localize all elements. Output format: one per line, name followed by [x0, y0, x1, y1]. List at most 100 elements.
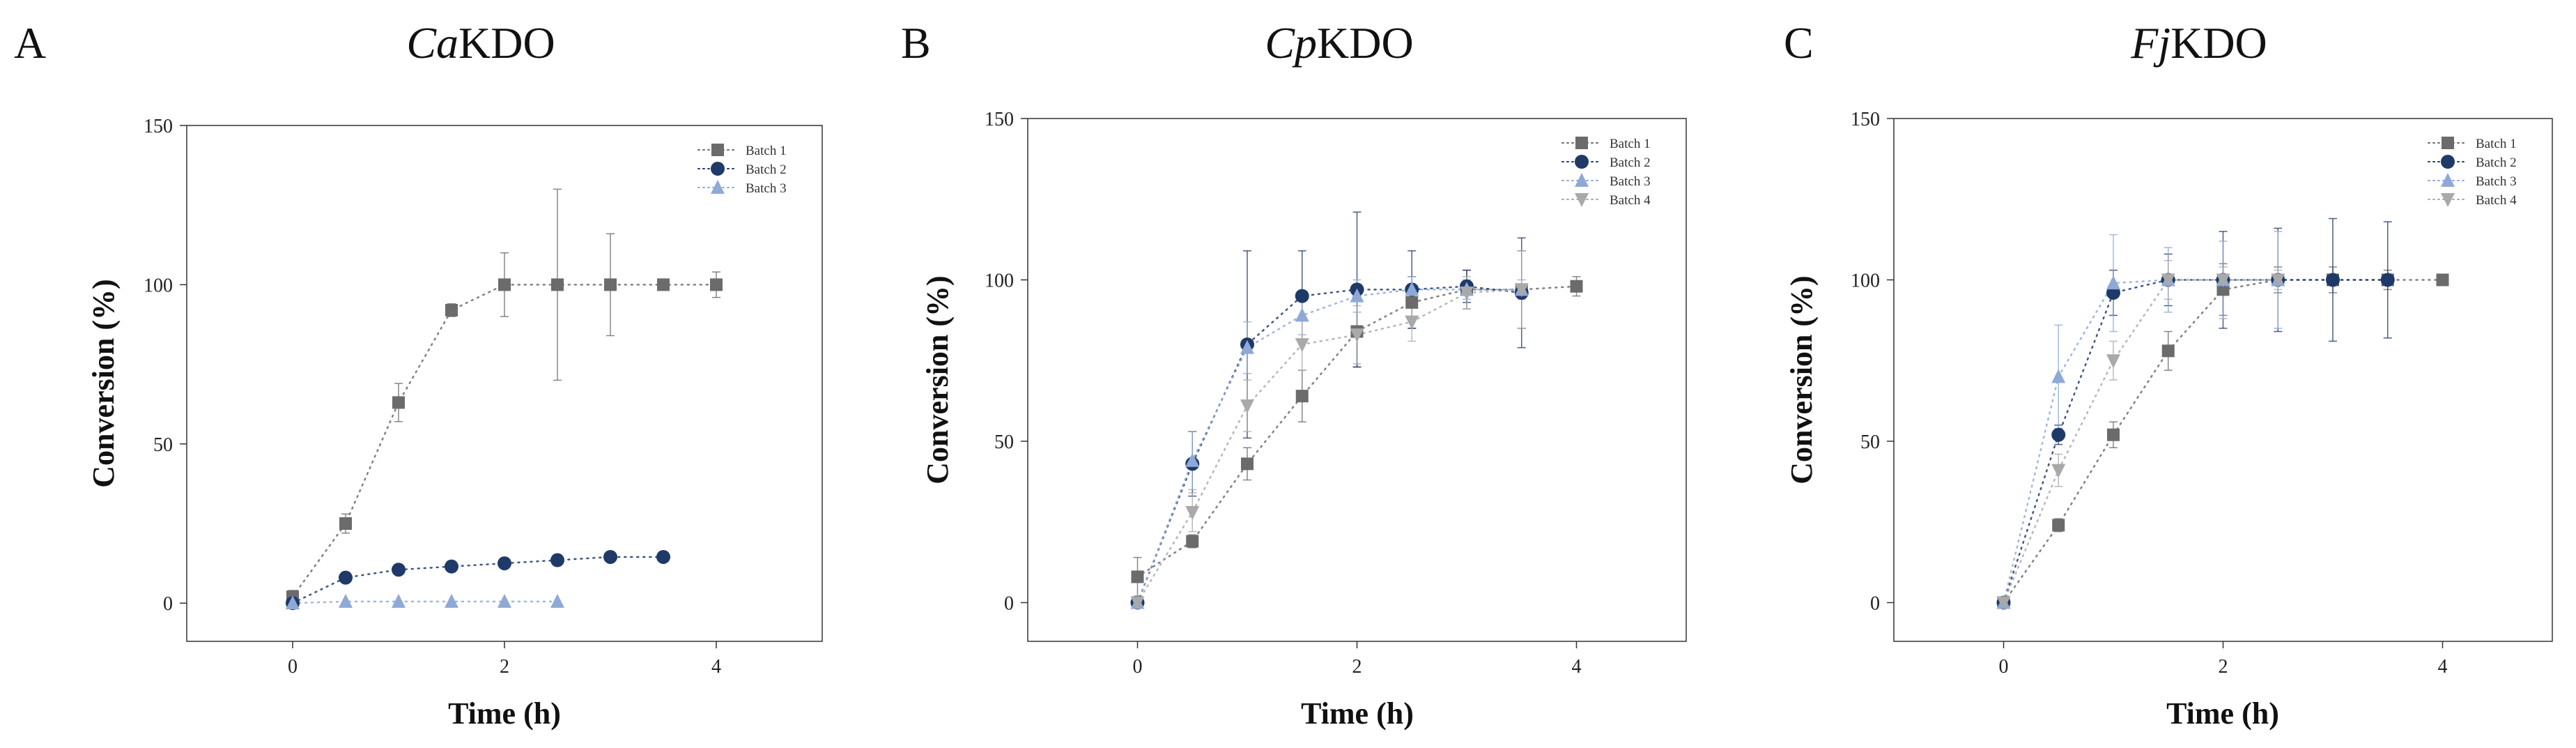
ticks-layer: 0 2 4 0 50 100 150: [985, 109, 1582, 678]
data-point: [1131, 570, 1144, 583]
y-axis-label: Conversion (%): [1784, 275, 1819, 484]
y-axis-label: Conversion (%): [86, 279, 121, 487]
x-tick-label: 0: [1133, 656, 1143, 678]
data-point: [498, 556, 511, 571]
series-line: [291, 284, 718, 598]
legend-marker: [711, 144, 724, 156]
series-line: [1136, 289, 1522, 604]
data-point: [2051, 369, 2066, 383]
panel-title-rest: KDO: [1317, 18, 1414, 68]
data-point: [604, 278, 617, 291]
data-point: [2216, 283, 2230, 296]
legend-marker: [2442, 137, 2454, 149]
legend: Batch 1 Batch 2 Batch 3: [697, 144, 787, 196]
y-tick-label: 50: [1860, 432, 1880, 453]
data-point: [498, 593, 511, 608]
panel-title: CaKDO: [406, 18, 555, 68]
data-point: [445, 559, 458, 574]
data-point: [2326, 273, 2340, 287]
data-point: [1405, 315, 1419, 330]
legend-label: Batch 1: [2476, 137, 2517, 151]
panel-title-italic: Fj: [2130, 18, 2170, 68]
data-point: [1240, 339, 1254, 354]
legend-label: Batch 3: [2476, 174, 2517, 189]
ticks-layer: 0 2 4 0 50 100 150: [1851, 109, 2448, 678]
data-point: [603, 549, 617, 564]
legend-label: Batch 2: [2476, 155, 2517, 170]
data-point: [2052, 519, 2065, 532]
series-line: [291, 600, 559, 604]
data-point: [1185, 505, 1200, 520]
series-lines-layer: [291, 284, 718, 604]
y-tick-label: 150: [144, 116, 173, 137]
data-point: [2436, 273, 2449, 287]
x-tick-label: 4: [711, 656, 721, 678]
legend-marker: [1575, 193, 1589, 207]
legend-label: Batch 2: [1610, 155, 1651, 170]
legend-label: Batch 3: [1610, 174, 1651, 189]
data-point: [1350, 328, 1364, 343]
y-axis-label: Conversion (%): [920, 275, 955, 484]
data-point: [2106, 275, 2120, 290]
data-point: [1240, 399, 1254, 414]
legend-label: Batch 1: [1610, 137, 1651, 151]
data-point: [2106, 354, 2120, 369]
data-point: [710, 278, 723, 291]
data-point: [339, 517, 352, 530]
panel-letter: B: [901, 18, 931, 68]
ticks-layer: 0 2 4 0 50 100 150: [144, 116, 721, 678]
series-line: [1136, 285, 1522, 604]
x-axis-label: Time (h): [2166, 696, 2279, 731]
legend-label: Batch 4: [2476, 193, 2517, 208]
data-point: [2051, 464, 2066, 478]
data-point: [657, 278, 670, 291]
data-point: [2107, 428, 2120, 441]
data-point: [1185, 452, 1200, 467]
x-tick-label: 2: [2219, 656, 2228, 678]
panel-title-italic: Cp: [1265, 18, 1317, 68]
data-point: [1460, 287, 1474, 300]
markers-layer: [286, 278, 723, 611]
legend-marker: [2441, 155, 2455, 169]
data-point: [551, 278, 564, 291]
data-point: [2161, 344, 2175, 358]
panel-title: CpKDO: [1265, 18, 1413, 68]
legend-label: Batch 4: [1610, 193, 1651, 208]
data-point: [1570, 280, 1583, 293]
data-point: [1350, 288, 1364, 303]
data-point: [550, 593, 564, 608]
series-line: [291, 556, 665, 604]
markers-layer: [1996, 272, 2449, 611]
data-point: [2161, 273, 2175, 288]
legend-marker: [1575, 155, 1589, 169]
data-point: [339, 570, 353, 585]
data-point: [1295, 289, 1309, 303]
legend-label: Batch 1: [746, 144, 787, 158]
y-tick-label: 0: [1870, 593, 1880, 614]
data-point: [1130, 596, 1145, 611]
legend-marker: [2441, 173, 2455, 187]
series-line: [2003, 279, 2389, 604]
x-axis-label: Time (h): [448, 696, 561, 731]
data-point: [1405, 282, 1419, 296]
legend: Batch 1 Batch 2 Batch 3 Batch 4: [1561, 137, 1651, 208]
data-point: [2051, 427, 2066, 442]
panel-title-rest: KDO: [2170, 18, 2267, 68]
legend-marker: [1575, 173, 1589, 187]
x-tick-label: 4: [2438, 656, 2448, 678]
x-tick-label: 0: [1999, 656, 2009, 678]
panel-letter: A: [14, 18, 46, 68]
series-line: [1136, 289, 1522, 604]
data-point: [286, 595, 300, 610]
data-point: [392, 396, 405, 409]
legend: Batch 1 Batch 2 Batch 3 Batch 4: [2428, 137, 2517, 208]
x-tick-label: 2: [1352, 656, 1362, 678]
x-axis-label: Time (h): [1301, 696, 1414, 731]
panel-title-italic: Ca: [406, 18, 458, 68]
panel-title: FjKDO: [2130, 18, 2267, 68]
data-point: [1405, 296, 1419, 309]
y-tick-label: 100: [144, 275, 173, 296]
